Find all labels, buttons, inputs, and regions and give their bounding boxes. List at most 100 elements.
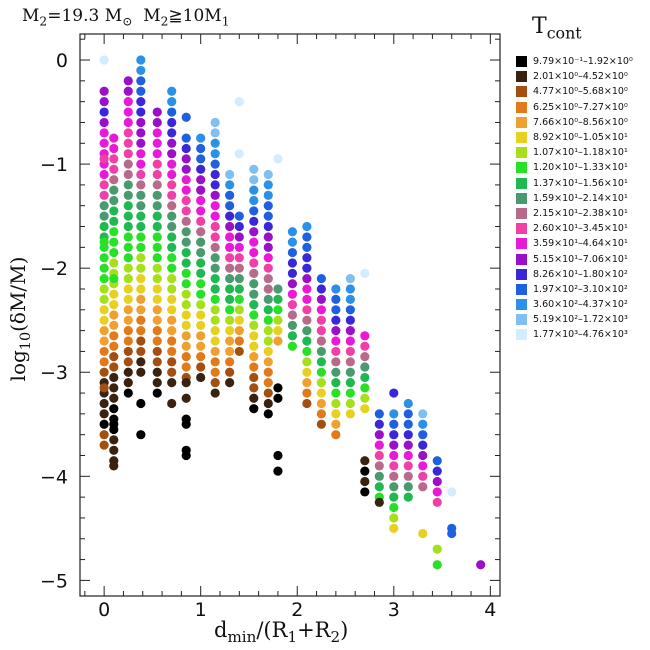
data-point — [196, 258, 206, 268]
data-point — [234, 97, 244, 107]
data-point — [273, 305, 283, 315]
data-point — [263, 398, 273, 409]
data-point — [167, 190, 177, 200]
data-point — [249, 341, 259, 351]
data-point — [263, 263, 273, 273]
data-point — [196, 268, 206, 278]
data-point — [99, 237, 109, 247]
data-point — [167, 201, 177, 211]
data-point — [432, 544, 442, 554]
data-point — [136, 357, 146, 367]
data-point — [167, 273, 177, 284]
data-point — [263, 201, 273, 211]
data-point — [99, 211, 109, 221]
legend-entry: 1.07×10¹–1.18×10¹ — [516, 145, 633, 160]
data-point — [181, 216, 191, 226]
data-point — [432, 456, 442, 466]
legend-entry: 5.15×10¹–7.06×10¹ — [516, 251, 633, 266]
data-point — [210, 315, 220, 325]
data-point — [109, 273, 119, 284]
data-point — [99, 383, 109, 393]
data-point — [302, 253, 312, 263]
data-point — [432, 560, 442, 570]
data-point — [181, 279, 191, 289]
data-point — [136, 242, 146, 252]
data-point — [210, 232, 220, 242]
data-point — [109, 237, 119, 247]
data-point — [210, 190, 220, 200]
data-point — [331, 326, 341, 336]
data-point — [418, 528, 428, 539]
data-point — [123, 159, 133, 169]
data-point — [123, 326, 133, 336]
data-point — [152, 242, 162, 252]
data-point — [302, 346, 312, 357]
data-point — [249, 393, 259, 403]
data-point — [234, 326, 244, 336]
data-point — [374, 440, 384, 450]
legend-swatch — [516, 86, 527, 98]
data-point — [167, 117, 177, 128]
data-point — [99, 117, 109, 128]
data-point — [360, 331, 370, 341]
data-point — [152, 232, 162, 242]
data-point — [374, 419, 384, 429]
data-point — [263, 346, 273, 357]
data-point — [263, 190, 273, 200]
data-point — [225, 273, 235, 284]
data-point — [123, 284, 133, 294]
data-point — [152, 149, 162, 159]
data-point — [181, 258, 191, 268]
legend-entry: 4.77×10⁰–5.68×10⁰ — [516, 84, 633, 99]
data-point — [225, 378, 235, 388]
data-point — [123, 336, 133, 346]
data-point — [210, 273, 220, 284]
data-point — [287, 341, 298, 351]
data-point — [167, 232, 177, 242]
data-point — [210, 117, 220, 128]
data-point — [249, 279, 259, 289]
data-point — [345, 409, 355, 419]
data-point — [196, 372, 206, 383]
data-point — [167, 294, 177, 304]
data-point — [99, 138, 109, 148]
data-point — [316, 294, 326, 304]
data-point — [152, 201, 162, 211]
data-point — [196, 341, 206, 351]
data-point — [225, 326, 235, 336]
data-point — [263, 315, 273, 325]
data-point — [181, 237, 191, 247]
data-point — [360, 372, 370, 383]
data-point — [123, 149, 133, 159]
data-point — [273, 466, 283, 476]
data-point — [403, 450, 413, 461]
data-point — [167, 97, 177, 107]
data-point — [403, 492, 413, 502]
legend-label: 8.26×10¹–1.80×10² — [533, 268, 628, 280]
data-point — [123, 378, 133, 388]
data-point — [389, 482, 399, 492]
data-point — [389, 419, 399, 429]
data-point — [152, 284, 162, 294]
data-point — [136, 138, 146, 148]
legend-swatch — [516, 101, 527, 113]
data-point — [287, 279, 298, 289]
data-point — [249, 268, 259, 278]
data-point — [432, 497, 442, 507]
data-point — [331, 284, 341, 294]
data-point — [123, 232, 133, 242]
data-point — [136, 232, 146, 242]
data-point — [136, 149, 146, 159]
legend-swatch — [516, 56, 527, 68]
data-point — [249, 206, 259, 216]
data-point — [181, 112, 191, 122]
data-point — [210, 378, 220, 388]
data-point — [123, 305, 133, 315]
data-point — [273, 383, 283, 393]
data-point — [234, 242, 244, 252]
data-point — [136, 55, 146, 65]
data-point — [196, 216, 206, 226]
data-point — [123, 253, 133, 263]
data-point — [389, 450, 399, 461]
legend-entry: 1.59×10¹–2.14×10¹ — [516, 191, 633, 206]
